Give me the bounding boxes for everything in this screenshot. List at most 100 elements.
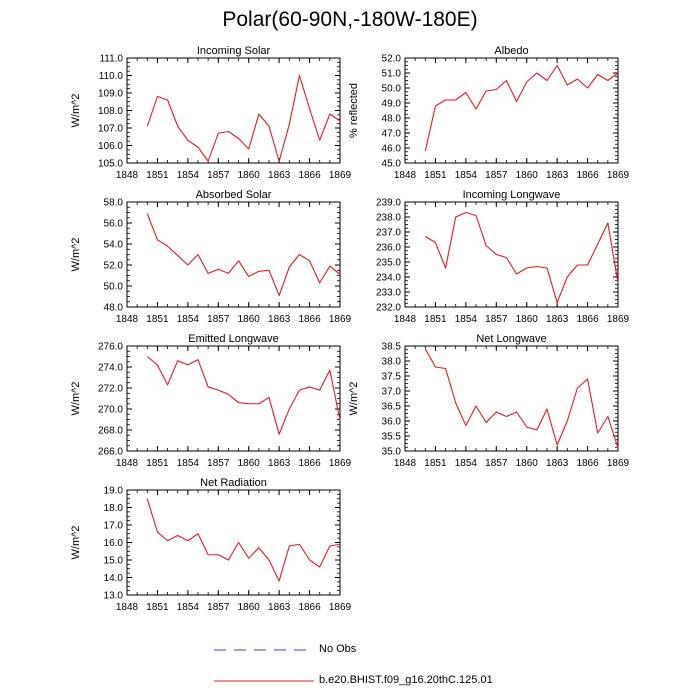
- x-tick-label: 1869: [607, 314, 630, 325]
- y-tick-label: 274.0: [98, 363, 123, 374]
- y-tick-label: 49.0: [382, 99, 402, 110]
- x-tick-label: 1869: [329, 602, 352, 613]
- x-tick-label: 1857: [485, 458, 508, 469]
- x-tick-label: 1857: [207, 458, 230, 469]
- x-tick-label: 1866: [298, 314, 321, 325]
- y-tick-label: 48.0: [104, 303, 124, 314]
- x-tick-label: 1869: [329, 314, 352, 325]
- plot-frame: [126, 201, 341, 308]
- x-tick-label: 1863: [546, 314, 569, 325]
- y-tick-label: 48.0: [382, 114, 402, 125]
- chart-title: Emitted Longwave: [188, 333, 279, 345]
- chart-title: Albedo: [494, 45, 528, 57]
- x-tick-label: 1848: [116, 602, 139, 613]
- page-title: Polar(60-90N,-180W-180E): [222, 8, 478, 31]
- x-tick-label: 1851: [146, 458, 169, 469]
- chart-title: Net Longwave: [476, 333, 546, 345]
- x-tick-label: 1854: [177, 602, 200, 613]
- x-tick-label: 1848: [394, 314, 417, 325]
- chart-panel-6: Net Longwave 35.0 35.5 36.0 36.5 37.0 37.5 38.0…: [348, 333, 630, 469]
- x-tick-label: 1869: [607, 458, 630, 469]
- chart-title: Incoming Longwave: [463, 189, 561, 201]
- x-tick-label: 1869: [607, 170, 630, 181]
- x-tick-label: 1854: [455, 170, 478, 181]
- y-tick-label: 235.0: [376, 258, 401, 269]
- series-line-1: [146, 498, 341, 582]
- y-tick-label: 233.0: [376, 288, 401, 299]
- x-tick-label: 1857: [485, 314, 508, 325]
- y-axis-label: W/m^2: [348, 382, 360, 416]
- x-tick-label: 1863: [268, 458, 291, 469]
- x-tick-label: 1863: [268, 602, 291, 613]
- x-tick-label: 1854: [177, 314, 200, 325]
- plot-frame: [404, 57, 619, 164]
- x-tick-label: 1860: [238, 314, 261, 325]
- y-tick-label: 58.0: [104, 198, 124, 209]
- y-tick-label: 50.0: [104, 282, 124, 293]
- x-tick-label: 1848: [394, 458, 417, 469]
- y-tick-label: 54.0: [104, 240, 124, 251]
- x-tick-label: 1857: [485, 170, 508, 181]
- x-tick-label: 1866: [298, 458, 321, 469]
- chart-panel-7: Net Radiation 13.0 14.0 15.0 16.0 17.0 18.0 19.…: [70, 477, 352, 613]
- y-tick-label: 266.0: [98, 447, 123, 458]
- y-tick-label: 276.0: [98, 342, 123, 353]
- y-axis-label: % reflected: [348, 83, 360, 138]
- x-tick-label: 1866: [298, 170, 321, 181]
- x-tick-label: 1860: [516, 314, 539, 325]
- series-line-1: [425, 211, 619, 304]
- y-axis-label: W/m^2: [70, 526, 82, 560]
- y-tick-label: 37.0: [382, 387, 402, 398]
- y-tick-label: 52.0: [104, 261, 124, 272]
- y-tick-label: 238.0: [376, 213, 401, 224]
- y-tick-label: 13.0: [104, 591, 124, 602]
- y-tick-label: 50.0: [382, 84, 402, 95]
- x-tick-label: 1851: [424, 458, 447, 469]
- y-tick-label: 15.0: [104, 556, 124, 567]
- y-tick-label: 36.0: [382, 417, 402, 428]
- y-tick-label: 107.0: [98, 124, 123, 135]
- y-tick-label: 19.0: [104, 486, 124, 497]
- x-tick-label: 1860: [516, 170, 539, 181]
- y-tick-label: 38.5: [382, 342, 402, 353]
- y-tick-label: 237.0: [376, 228, 401, 239]
- x-tick-label: 1851: [146, 602, 169, 613]
- y-tick-label: 36.5: [382, 402, 402, 413]
- y-tick-label: 38.0: [382, 357, 402, 368]
- y-tick-label: 35.5: [382, 432, 402, 443]
- y-tick-label: 16.0: [104, 538, 124, 549]
- y-axis-label: W/m^2: [70, 238, 82, 272]
- x-tick-label: 1860: [238, 602, 261, 613]
- x-tick-label: 1857: [207, 314, 230, 325]
- x-tick-label: 1854: [177, 170, 200, 181]
- x-tick-label: 1863: [268, 314, 291, 325]
- y-tick-label: 37.5: [382, 372, 402, 383]
- plot-frame: [404, 201, 619, 308]
- y-tick-label: 268.0: [98, 426, 123, 437]
- y-tick-label: 236.0: [376, 243, 401, 254]
- x-tick-label: 1860: [516, 458, 539, 469]
- y-tick-label: 270.0: [98, 405, 123, 416]
- x-tick-label: 1866: [298, 602, 321, 613]
- x-tick-label: 1851: [424, 314, 447, 325]
- x-tick-label: 1857: [207, 602, 230, 613]
- chart-title: Net Radiation: [200, 477, 267, 489]
- x-tick-label: 1851: [424, 170, 447, 181]
- y-tick-label: 52.0: [382, 54, 402, 65]
- x-tick-label: 1866: [576, 458, 599, 469]
- x-tick-label: 1866: [576, 170, 599, 181]
- y-tick-label: 56.0: [104, 219, 124, 230]
- x-tick-label: 1854: [455, 458, 478, 469]
- y-tick-label: 51.0: [382, 69, 402, 80]
- x-tick-label: 1863: [546, 170, 569, 181]
- y-tick-label: 105.0: [98, 159, 123, 170]
- chart-panel-5: Emitted Longwave 266.0 268.0 270.0 272.0 274.…: [70, 333, 352, 469]
- x-tick-label: 1848: [116, 170, 139, 181]
- plot-frame: [404, 345, 619, 452]
- chart-title: Incoming Solar: [197, 45, 271, 57]
- chart-panel-3: Absorbed Solar 48.0 50.0 52.0 54.0 56.0 58.0 18…: [70, 189, 352, 325]
- x-tick-label: 1869: [329, 458, 352, 469]
- x-tick-label: 1848: [116, 314, 139, 325]
- chart-panel-4: Incoming Longwave 232.0 233.0 234.0 235.0 236…: [376, 189, 630, 325]
